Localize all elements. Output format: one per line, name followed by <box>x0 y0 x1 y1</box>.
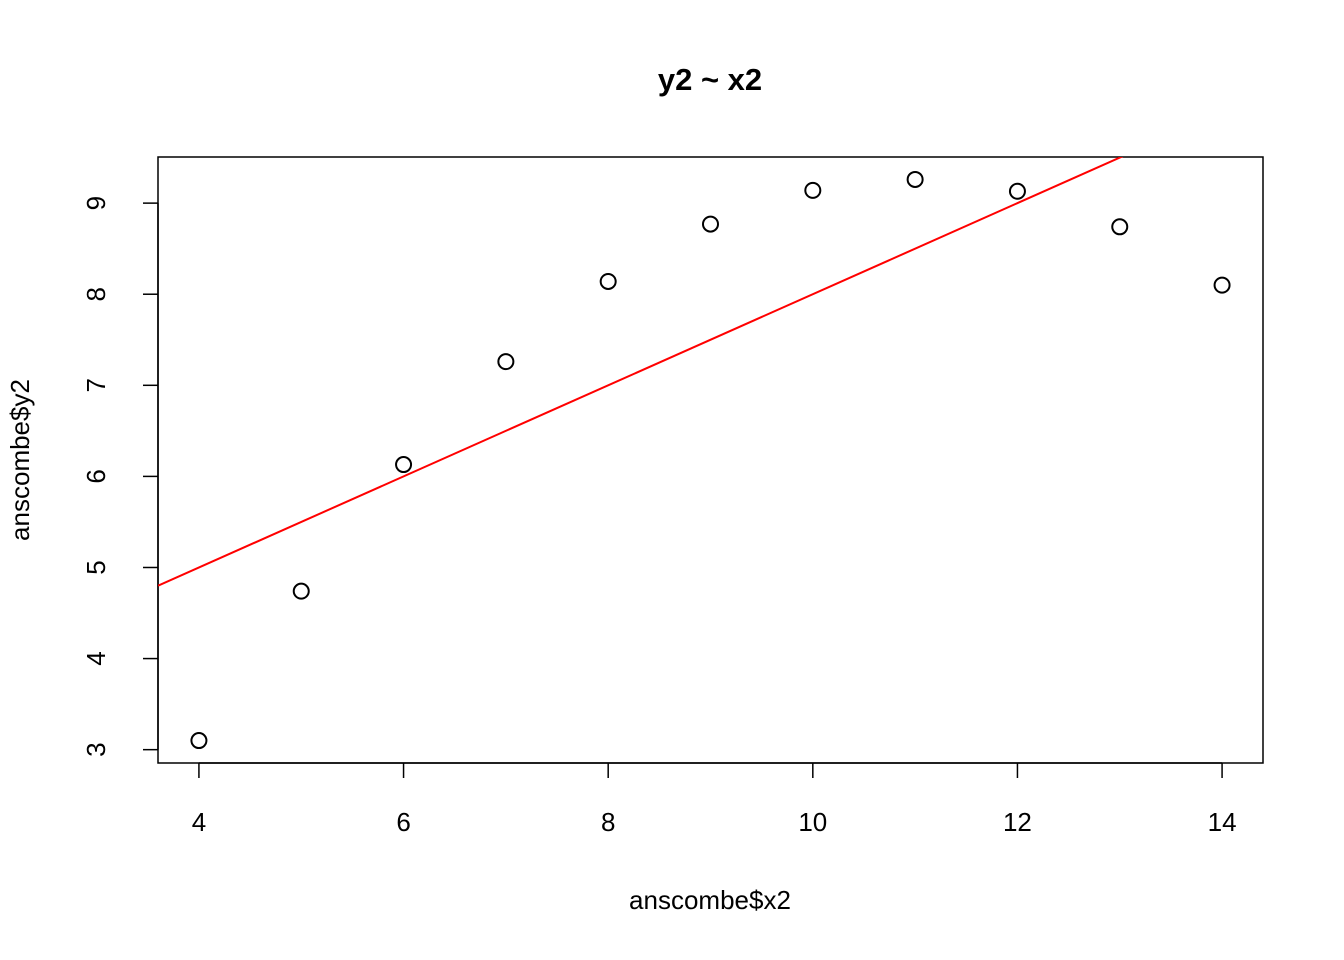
y-tick-label: 9 <box>81 196 111 210</box>
y-tick-label: 7 <box>81 378 111 392</box>
x-tick-label: 6 <box>396 807 410 837</box>
data-point <box>1008 182 1026 200</box>
data-point <box>497 353 515 371</box>
y-tick-label: 8 <box>81 287 111 301</box>
data-point <box>190 732 208 750</box>
x-tick-label: 14 <box>1208 807 1237 837</box>
data-point <box>1213 276 1231 294</box>
x-tick-label: 4 <box>192 807 206 837</box>
data-point <box>804 181 822 199</box>
data-point <box>1111 218 1129 236</box>
y-axis-label: anscombe$y2 <box>5 379 35 541</box>
data-point <box>702 215 719 233</box>
data-point <box>599 272 617 290</box>
data-point <box>395 456 413 474</box>
fit-line <box>158 157 1124 587</box>
data-point <box>292 582 310 600</box>
y-tick-label: 4 <box>81 651 111 665</box>
y-tick-label: 5 <box>81 560 111 574</box>
x-tick-label: 10 <box>798 807 827 837</box>
data-point <box>906 170 924 188</box>
x-tick-label: 8 <box>601 807 615 837</box>
x-axis-label: anscombe$x2 <box>629 885 791 915</box>
y-tick-label: 6 <box>81 469 111 483</box>
y-tick-label: 3 <box>81 742 111 756</box>
x-tick-label: 12 <box>1003 807 1032 837</box>
chart-title: y2 ~ x2 <box>658 62 762 97</box>
